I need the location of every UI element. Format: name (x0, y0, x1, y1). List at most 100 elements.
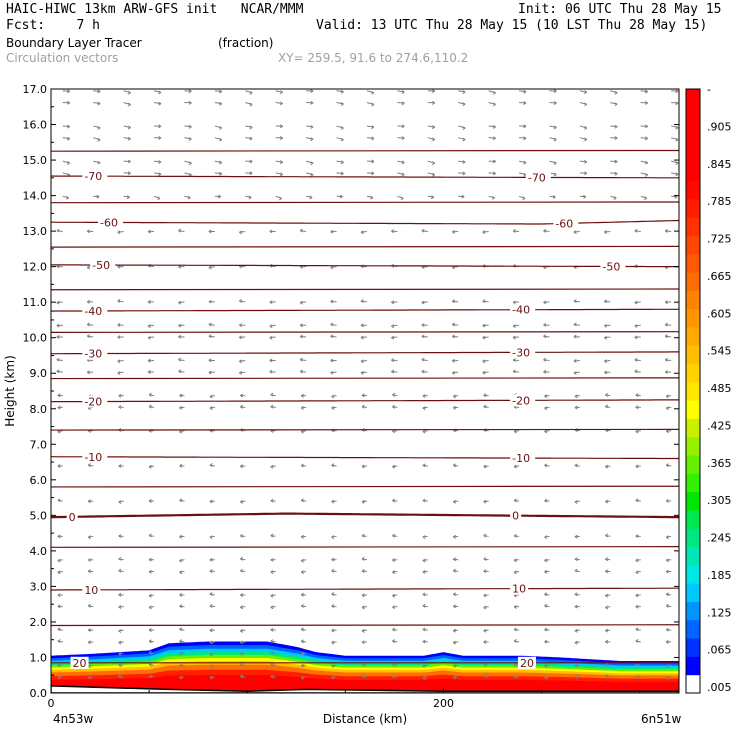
vector-head-573 (665, 592, 669, 597)
vector-head-237 (300, 592, 304, 597)
vector-head-353 (422, 498, 426, 503)
y-tick-label-6: 6.0 (30, 474, 48, 487)
colorbar-cell-4 (686, 601, 700, 621)
colorbar-label-1: .065 (707, 644, 732, 657)
y-tick-label-13: 13.0 (23, 225, 48, 238)
axes: 0.0 1.0 2.0 3.0 4.0 5.0 6.0 7.0 8.0 9.0 10.0 11.0 12… (3, 83, 682, 726)
vector-head-153 (209, 535, 213, 540)
vector-head-210 (270, 557, 274, 562)
vector-head-115 (179, 675, 183, 680)
vector-head-123 (179, 558, 183, 563)
vector-head-100 (148, 392, 152, 397)
vector-head-310 (371, 171, 375, 176)
contour-label-0-1: 0 (512, 510, 519, 523)
vector-head-328 (392, 404, 396, 409)
vector-head-355 (422, 429, 426, 434)
vector-head-507 (584, 159, 588, 164)
vector-head-543 (635, 627, 639, 632)
vector-head-390 (451, 299, 455, 304)
vector-head-501 (573, 322, 577, 327)
vector-head-481 (553, 125, 557, 130)
contour-label--50-1: -50 (602, 260, 620, 273)
vector-head-171 (219, 101, 223, 106)
vector-head-554 (634, 369, 638, 374)
vector-head-122 (179, 570, 183, 575)
vector-head-89 (148, 639, 152, 644)
plot-frame (50, 88, 680, 694)
vector-arrow-453 (519, 102, 527, 104)
vector-head-356 (422, 406, 426, 411)
vector-head-342 (401, 101, 405, 106)
vector-head-418 (482, 299, 486, 304)
vector-head-562 (644, 172, 648, 177)
vector-head-227 (279, 136, 283, 140)
vector-head-281 (339, 194, 343, 199)
vector-head-167 (219, 171, 223, 176)
colorbar-cell-15 (686, 400, 700, 419)
vector-head-414 (482, 370, 486, 375)
vector-head-196 (249, 171, 253, 176)
vector-head-80 (127, 171, 131, 176)
vector-head-151 (209, 569, 213, 573)
vector-head-285 (340, 126, 344, 130)
vector-head-532 (604, 230, 608, 235)
vector-head-188 (239, 371, 243, 375)
contour-label--20-0: -20 (84, 396, 102, 409)
y-tick-label-4: 4.0 (30, 545, 48, 558)
colorbar-label-12: .725 (707, 233, 732, 246)
vector-head-549 (635, 498, 639, 503)
vector-head-572 (665, 603, 669, 608)
contour-label-bg--30-1 (510, 346, 536, 359)
vector-head-450 (523, 172, 527, 177)
vector-head-584 (664, 334, 668, 339)
vector-head-539 (614, 90, 618, 95)
vector-head-395 (462, 160, 466, 165)
vector-head-349 (422, 592, 426, 597)
contour-unlabeled-0 (51, 624, 679, 627)
vector-head-270 (331, 463, 335, 468)
contour-label-bg-0-1 (510, 509, 522, 522)
vector-head-365 (431, 195, 435, 200)
vector-head-172 (219, 89, 223, 94)
valid-time: Valid: 13 UTC Thu 28 May 15 (10 LST Thu … (316, 18, 708, 33)
vector-head-443 (512, 358, 516, 362)
vector-head-338 (401, 172, 405, 177)
vector-head-579 (665, 429, 669, 434)
vector-head-357 (422, 394, 426, 398)
vector-head-290 (361, 640, 365, 645)
vector-head-24 (67, 161, 71, 166)
vector-head-346 (422, 639, 426, 644)
vector-head-581 (665, 394, 669, 399)
vector-head-211 (270, 533, 274, 538)
vector-head-522 (605, 464, 609, 469)
colorbar-cell-17 (686, 363, 700, 383)
vector-head-337 (400, 196, 404, 201)
vector-head-134 (178, 300, 182, 305)
vector-head-265 (331, 592, 335, 597)
vector-head-343 (401, 90, 405, 94)
contour-label--10-1: -10 (512, 452, 530, 465)
y-tick-label-7: 7.0 (30, 438, 48, 451)
vector-head-63 (118, 592, 122, 597)
vector-head-483 (553, 89, 557, 94)
vector-head-1 (57, 675, 61, 680)
vector-head-340 (401, 136, 405, 141)
vector-head-131 (178, 357, 182, 362)
vector-head-489 (574, 592, 578, 597)
vector-head-263 (331, 628, 335, 633)
vector-head-47 (86, 299, 90, 304)
vector-head-525 (605, 393, 609, 397)
vector-head-109 (158, 172, 162, 177)
vector-head-4 (57, 627, 61, 632)
vector-head-243 (300, 429, 304, 434)
vector-head-571 (665, 627, 669, 632)
vector-head-413 (483, 393, 487, 398)
vector-head-11 (57, 464, 61, 468)
vector-head-538 (614, 102, 618, 107)
colorbar-cell-19 (686, 326, 700, 346)
vector-head-74 (117, 335, 121, 340)
vector-head-334 (391, 300, 395, 305)
vector-head-166 (218, 194, 222, 199)
vector-head-198 (249, 136, 253, 141)
y-tick-label-11: 11.0 (23, 296, 48, 309)
